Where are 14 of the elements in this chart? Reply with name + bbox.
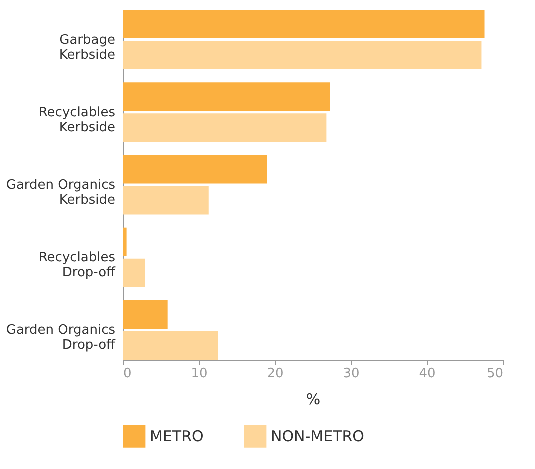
x-tick-label: 30 xyxy=(343,366,360,382)
y-tick-label: Garbage Kerbside xyxy=(59,32,116,63)
x-axis-title: % xyxy=(306,390,321,408)
legend-label: METRO xyxy=(150,428,204,446)
x-tick-label: 10 xyxy=(191,366,208,382)
y-tick-label: Garden Organics Kerbside xyxy=(6,178,116,208)
y-tick-label: Recyclables Kerbside xyxy=(38,105,116,136)
legend-label: NON-METRO xyxy=(271,428,364,446)
x-tick-label: 20 xyxy=(267,366,284,382)
x-tick-label: 0 xyxy=(124,366,132,382)
x-tick-label: 50 xyxy=(486,366,504,382)
y-tick-label: Recyclables Drop-off xyxy=(38,250,117,281)
x-tick-label: 40 xyxy=(419,366,436,382)
y-tick-label: Garden Organics Drop-off xyxy=(6,323,117,354)
